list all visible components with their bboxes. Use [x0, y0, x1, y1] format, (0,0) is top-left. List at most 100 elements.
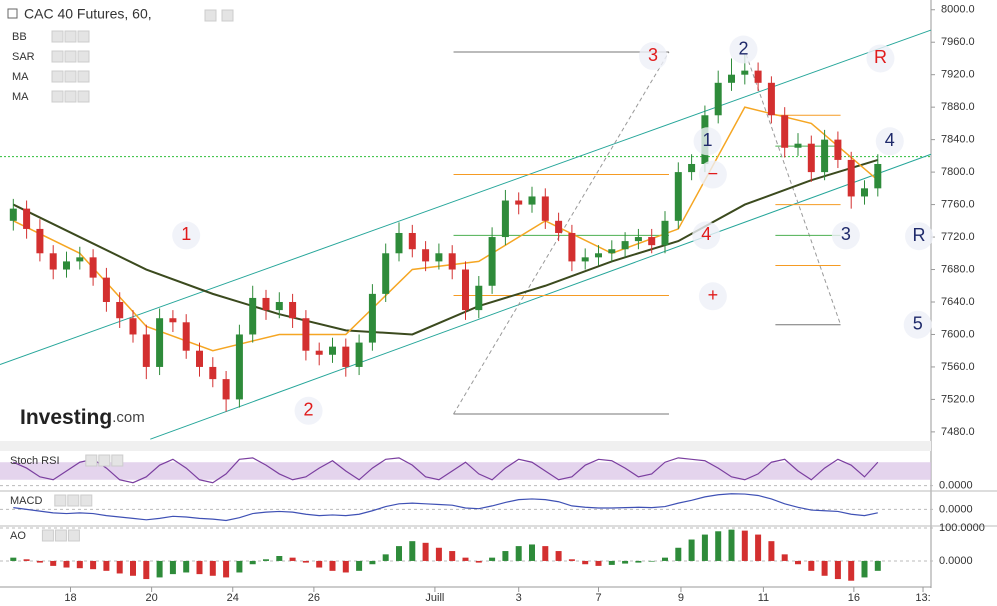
ao-bar: [489, 557, 496, 561]
legend-icon[interactable]: [77, 50, 90, 63]
legend-icon[interactable]: [77, 30, 90, 43]
legend-icon[interactable]: [51, 50, 64, 63]
ao-bar: [542, 546, 549, 561]
y-tick-label: 7560.0: [941, 361, 975, 373]
candle-body: [63, 261, 70, 270]
candle-body: [874, 163, 882, 189]
ao-bar: [50, 560, 57, 566]
ao-bar: [568, 559, 575, 561]
candle-body: [169, 318, 177, 323]
y-tick-label: 0.0000: [939, 503, 973, 515]
candle-body: [714, 82, 722, 116]
candle-body: [156, 318, 164, 367]
x-tick-label: 11: [758, 592, 769, 604]
ao-bar: [90, 560, 97, 570]
indicator-line: [13, 493, 878, 522]
y-tick-label: 7680.0: [941, 263, 975, 275]
ao-bar: [276, 556, 283, 561]
legend-icon[interactable]: [111, 454, 124, 467]
candle-body: [49, 253, 57, 270]
y-tick-label: 7880.0: [941, 101, 975, 113]
ao-bar: [662, 557, 668, 561]
chart-title: CAC 40 Futures, 60,: [24, 6, 152, 22]
ao-bar: [808, 560, 815, 571]
legend-icon[interactable]: [51, 70, 64, 83]
annotation: 5: [913, 313, 923, 333]
ao-bar: [555, 551, 562, 561]
indicator-panes: 0.0000 Stoch RSI 0.0000 MACD 100.0000 0.0000 A…: [0, 454, 985, 581]
ao-bar: [728, 529, 735, 561]
ao-bar: [741, 530, 748, 561]
legend-icon[interactable]: [221, 9, 234, 22]
legend-icon[interactable]: [64, 50, 77, 63]
annotation-badge: [172, 221, 201, 250]
x-tick-label: 24: [227, 592, 239, 604]
ao-bar: [143, 560, 150, 580]
legend-icon[interactable]: [85, 454, 98, 467]
annotation-badge: [875, 127, 904, 156]
ao-bar: [701, 534, 708, 561]
ao-bar: [582, 560, 589, 565]
ao-bar: [302, 560, 309, 563]
y-tick-label: 7960.0: [941, 36, 975, 48]
ao-bar: [648, 560, 655, 562]
indicator-label: SAR: [12, 51, 35, 63]
y-tick-label: 7920.0: [941, 69, 975, 81]
legend-icon[interactable]: [51, 30, 64, 43]
y-tick-label: 7800.0: [941, 166, 975, 178]
annotation-badge: [639, 42, 668, 71]
ao-bar: [10, 557, 17, 561]
annotation: 1: [181, 224, 191, 244]
legend-icon[interactable]: [98, 454, 111, 467]
x-tick-label: 26: [308, 592, 320, 604]
annotation-badge: [905, 222, 934, 251]
ao-bar: [755, 534, 762, 561]
ao-bar: [63, 560, 70, 568]
candle-body: [249, 297, 257, 335]
candle-body: [102, 277, 110, 302]
legend-icon[interactable]: [51, 90, 64, 103]
legend-icon[interactable]: [54, 494, 67, 507]
legend-icon[interactable]: [80, 494, 93, 507]
candle-body: [555, 220, 563, 233]
candle-body: [821, 139, 829, 173]
x-tick-label: Juill: [425, 592, 444, 604]
panel-title: Stoch RSI: [10, 455, 60, 467]
candle-body: [302, 318, 310, 351]
ao-bar: [263, 559, 269, 561]
ao-bar: [76, 560, 83, 569]
legend-icon[interactable]: [64, 70, 77, 83]
legend-icon[interactable]: [41, 529, 54, 542]
ao-bar: [515, 546, 522, 561]
legend-icon[interactable]: [64, 30, 77, 43]
collapse-icon[interactable]: [7, 8, 18, 19]
candle-body: [142, 334, 150, 367]
ao-bar: [116, 560, 123, 574]
legend-icon[interactable]: [54, 529, 67, 542]
x-tick-label: 13:: [915, 592, 930, 604]
legend-icon[interactable]: [77, 70, 90, 83]
annotation-badge: [831, 221, 860, 250]
y-tick-label: 0.0000: [939, 555, 973, 567]
legend-icon[interactable]: [64, 90, 77, 103]
candle-body: [581, 257, 589, 262]
y-tick-label: 7480.0: [941, 426, 975, 438]
legend-icon[interactable]: [67, 494, 80, 507]
legend-icon[interactable]: [77, 90, 90, 103]
legend-icon[interactable]: [67, 529, 80, 542]
candle-body: [76, 257, 84, 262]
x-tick-label: 7: [595, 592, 601, 604]
ao-bar: [768, 541, 775, 561]
candle-body: [89, 257, 97, 278]
y-tick-label: 7640.0: [941, 296, 975, 308]
ao-bar: [396, 546, 402, 561]
legend-icon[interactable]: [204, 9, 217, 22]
candle-body: [501, 200, 509, 238]
candle-body: [408, 232, 416, 250]
annotation: +: [708, 285, 719, 305]
ao-bar: [435, 547, 442, 561]
candle-body: [422, 249, 430, 262]
annotation: 4: [701, 224, 711, 244]
